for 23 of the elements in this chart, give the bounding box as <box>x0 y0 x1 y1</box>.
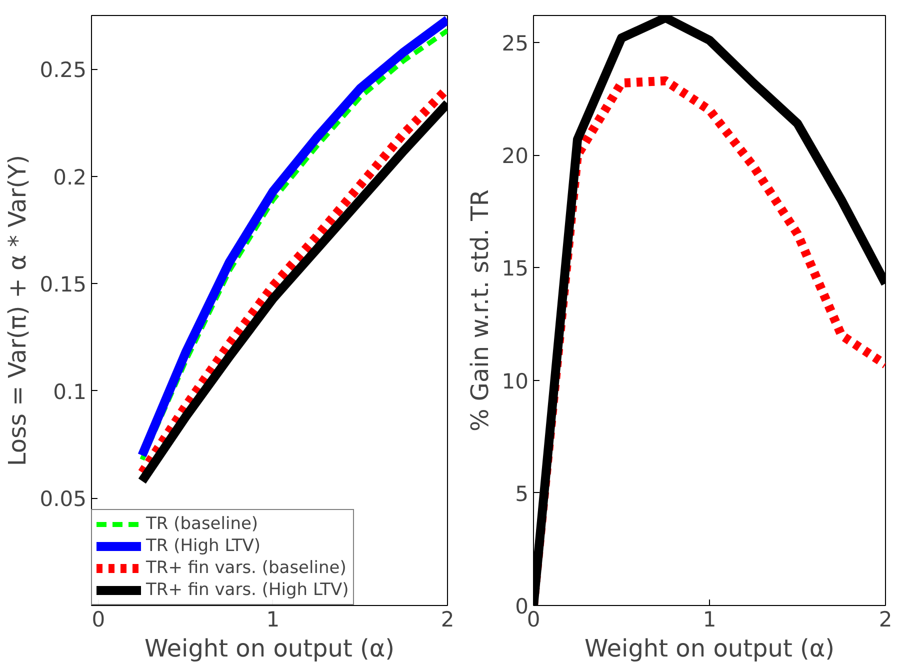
y-tick-label: 0.2 <box>53 165 87 190</box>
y-tick-label: 20 <box>502 144 529 168</box>
x-tick-label: 2 <box>878 608 892 632</box>
x-axis-title: Weight on output (α) <box>584 634 835 662</box>
y-tick-label: 0.05 <box>40 487 87 512</box>
y-tick-label: 10 <box>502 369 529 394</box>
y-tick-label: 25 <box>502 32 529 56</box>
legend-label: TR+ fin vars. (High LTV) <box>146 580 349 600</box>
legend-label: TR (baseline) <box>146 514 258 534</box>
x-tick-label: 2 <box>440 608 454 632</box>
y-tick-label: 15 <box>502 256 529 281</box>
legend-label: TR (High LTV) <box>146 536 260 556</box>
y-tick-label: 0.15 <box>40 272 87 297</box>
legend-label: TR+ fin vars. (baseline) <box>146 558 346 578</box>
x-tick-label: 1 <box>702 608 716 632</box>
y-tick-label: 0.1 <box>53 380 87 404</box>
x-axis-title: Weight on output (α) <box>144 634 395 662</box>
x-tick-label: 1 <box>266 608 280 632</box>
x-tick-label: 0 <box>92 608 106 632</box>
y-tick-label: 0.25 <box>40 58 87 82</box>
y-tick-label: 5 <box>515 482 529 506</box>
y-axis-title: Loss = Var(π) + α * Var(Y) <box>4 154 32 466</box>
y-axis-title: % Gain w.r.t. std. TR <box>466 189 494 432</box>
